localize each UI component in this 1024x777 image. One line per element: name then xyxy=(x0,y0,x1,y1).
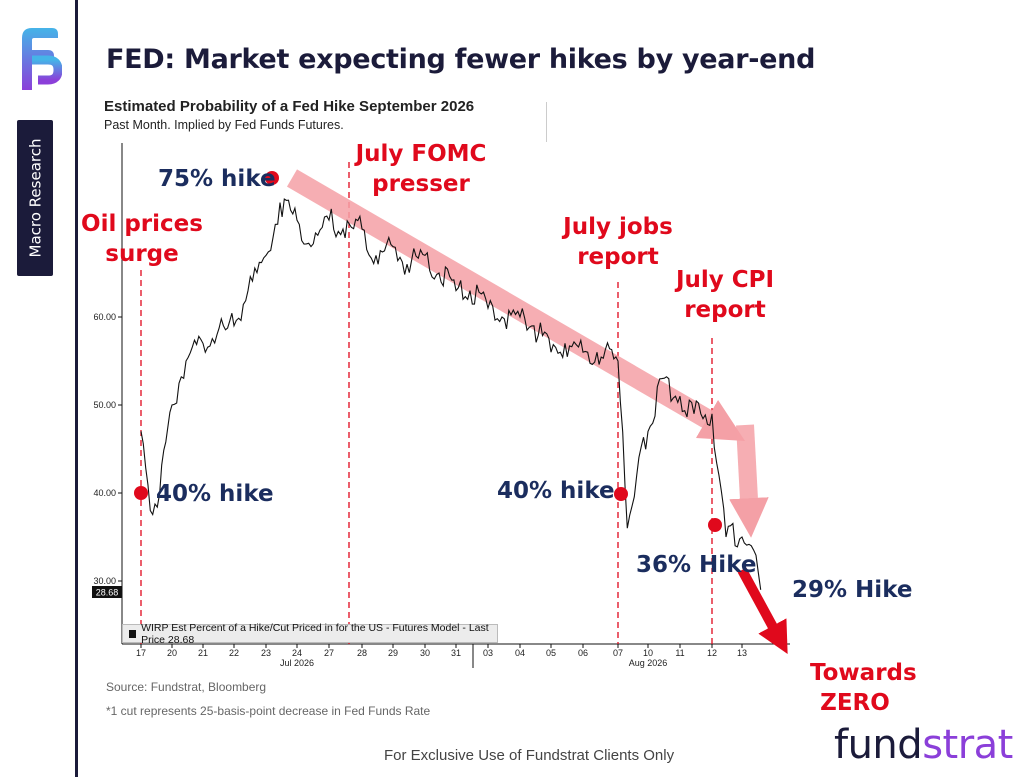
legend-label: WIRP Est Percent of a Hike/Cut Priced in… xyxy=(141,621,489,646)
towards-zero-label: Towards ZERO xyxy=(810,658,917,718)
event-label: July jobs report xyxy=(548,212,688,272)
disclaimer: For Exclusive Use of Fundstrat Clients O… xyxy=(384,747,675,764)
x-tick-label: 27 xyxy=(324,648,334,658)
x-tick-label: 04 xyxy=(515,648,525,658)
x-tick-label: 29 xyxy=(388,648,398,658)
annotation-label: 40% hike xyxy=(497,478,615,504)
annotation-label: 75% hike xyxy=(158,166,276,192)
x-tick-label: 06 xyxy=(578,648,588,658)
slide-title: FED: Market expecting fewer hikes by yea… xyxy=(106,44,816,75)
series-line xyxy=(140,198,762,590)
last-price-label: 28.68 xyxy=(96,588,119,598)
brand-part-2: strat xyxy=(922,722,1013,768)
annotation-label: 36% Hike xyxy=(636,552,757,578)
month-label: Aug 2026 xyxy=(629,658,668,668)
annotation-label: 29% Hike xyxy=(792,577,913,603)
chart-subtitle: Past Month. Implied by Fed Funds Futures… xyxy=(104,118,344,132)
month-label: Jul 2026 xyxy=(280,658,314,668)
downtrend-arrow xyxy=(286,169,746,442)
fundstrat-logo-icon xyxy=(22,28,62,90)
x-tick-label: 05 xyxy=(546,648,556,658)
downtrend-arrow xyxy=(729,424,769,538)
event-label-line-1: July CPI xyxy=(675,267,775,293)
event-label-line-1: Oil prices xyxy=(81,211,203,237)
towards-zero-line-1: Towards xyxy=(810,660,917,686)
x-tick-label: 24 xyxy=(292,648,302,658)
annotation-dot xyxy=(265,171,279,185)
x-tick-label: 23 xyxy=(261,648,271,658)
y-tick-label: 40.00 xyxy=(93,488,116,498)
legend-swatch xyxy=(129,629,137,638)
x-tick-label: 03 xyxy=(483,648,493,658)
event-label-line-1: July FOMC xyxy=(355,141,487,167)
sidebar-divider xyxy=(75,0,78,777)
brand-wordmark: fundstrat xyxy=(834,722,1013,768)
x-tick-label: 31 xyxy=(451,648,461,658)
x-tick-label: 30 xyxy=(420,648,430,658)
chart-title: Estimated Probability of a Fed Hike Sept… xyxy=(104,98,475,115)
footnote: *1 cut represents 25-basis-point decreas… xyxy=(106,704,431,718)
x-tick-label: 07 xyxy=(613,648,623,658)
y-tick-label: 30.00 xyxy=(93,576,116,586)
event-label-line-2: report xyxy=(684,297,766,323)
x-tick-label: 13 xyxy=(737,648,747,658)
event-label: July CPI report xyxy=(660,265,790,325)
x-tick-label: 10 xyxy=(643,648,653,658)
x-tick-label: 11 xyxy=(675,648,684,658)
annotation-dot xyxy=(614,487,628,501)
brand-part-1: fund xyxy=(834,722,923,768)
event-label: Oil prices surge xyxy=(62,209,222,269)
x-tick-label: 12 xyxy=(707,648,717,658)
x-tick-label: 20 xyxy=(167,648,177,658)
event-label-line-2: report xyxy=(577,244,659,270)
chart-legend: WIRP Est Percent of a Hike/Cut Priced in… xyxy=(122,621,498,646)
x-tick-label: 28 xyxy=(357,648,367,658)
y-tick-label: 50.00 xyxy=(93,400,116,410)
towards-zero-arrow xyxy=(737,567,788,655)
annotation-label: 40% hike xyxy=(156,481,274,507)
towards-zero-line-2: ZERO xyxy=(820,690,890,716)
event-label-line-2: surge xyxy=(105,241,179,267)
x-tick-label: 17 xyxy=(136,648,146,658)
annotation-dot xyxy=(134,486,148,500)
source-note: Source: Fundstrat, Bloomberg xyxy=(106,680,267,694)
event-label: July FOMC presser xyxy=(346,139,496,199)
event-label-line-2: presser xyxy=(372,171,470,197)
last-price-badge xyxy=(92,586,122,598)
annotation-dot xyxy=(708,518,722,532)
section-tab: Macro Research xyxy=(17,120,53,276)
x-tick-label: 22 xyxy=(229,648,239,658)
event-label-line-1: July jobs xyxy=(563,214,673,240)
x-tick-label: 21 xyxy=(198,648,208,658)
y-tick-label: 60.00 xyxy=(93,312,116,322)
title-separator xyxy=(546,102,547,142)
